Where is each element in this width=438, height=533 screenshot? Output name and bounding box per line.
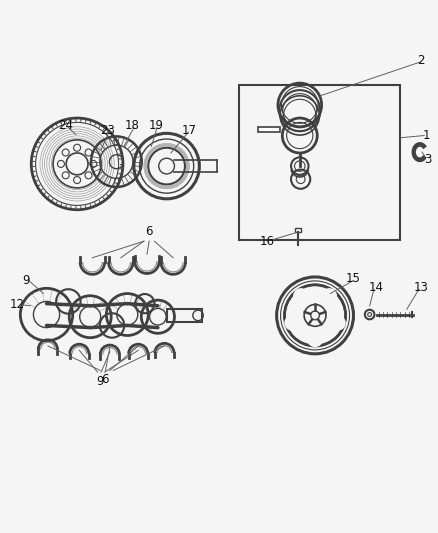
- Text: 18: 18: [125, 119, 140, 132]
- Circle shape: [330, 315, 346, 330]
- Text: 3: 3: [424, 153, 431, 166]
- Circle shape: [321, 288, 337, 304]
- Circle shape: [284, 315, 300, 330]
- Text: 6: 6: [145, 225, 153, 238]
- Text: 23: 23: [100, 124, 115, 137]
- Text: 17: 17: [182, 124, 197, 137]
- Bar: [294, 228, 300, 231]
- Text: 19: 19: [148, 119, 163, 132]
- Circle shape: [293, 288, 309, 304]
- Text: 9: 9: [22, 274, 30, 287]
- Circle shape: [307, 332, 323, 348]
- Text: 14: 14: [369, 281, 384, 294]
- Text: 15: 15: [346, 272, 361, 285]
- Text: 12: 12: [10, 298, 25, 311]
- Text: 6: 6: [101, 374, 108, 386]
- Text: 16: 16: [260, 235, 275, 248]
- Bar: [258, 127, 280, 132]
- Text: 13: 13: [414, 281, 429, 294]
- Text: 9: 9: [96, 375, 104, 388]
- Text: 24: 24: [58, 119, 73, 132]
- Text: 2: 2: [417, 54, 424, 67]
- Bar: [166, 309, 201, 321]
- Bar: [239, 85, 400, 240]
- Text: 1: 1: [423, 129, 430, 142]
